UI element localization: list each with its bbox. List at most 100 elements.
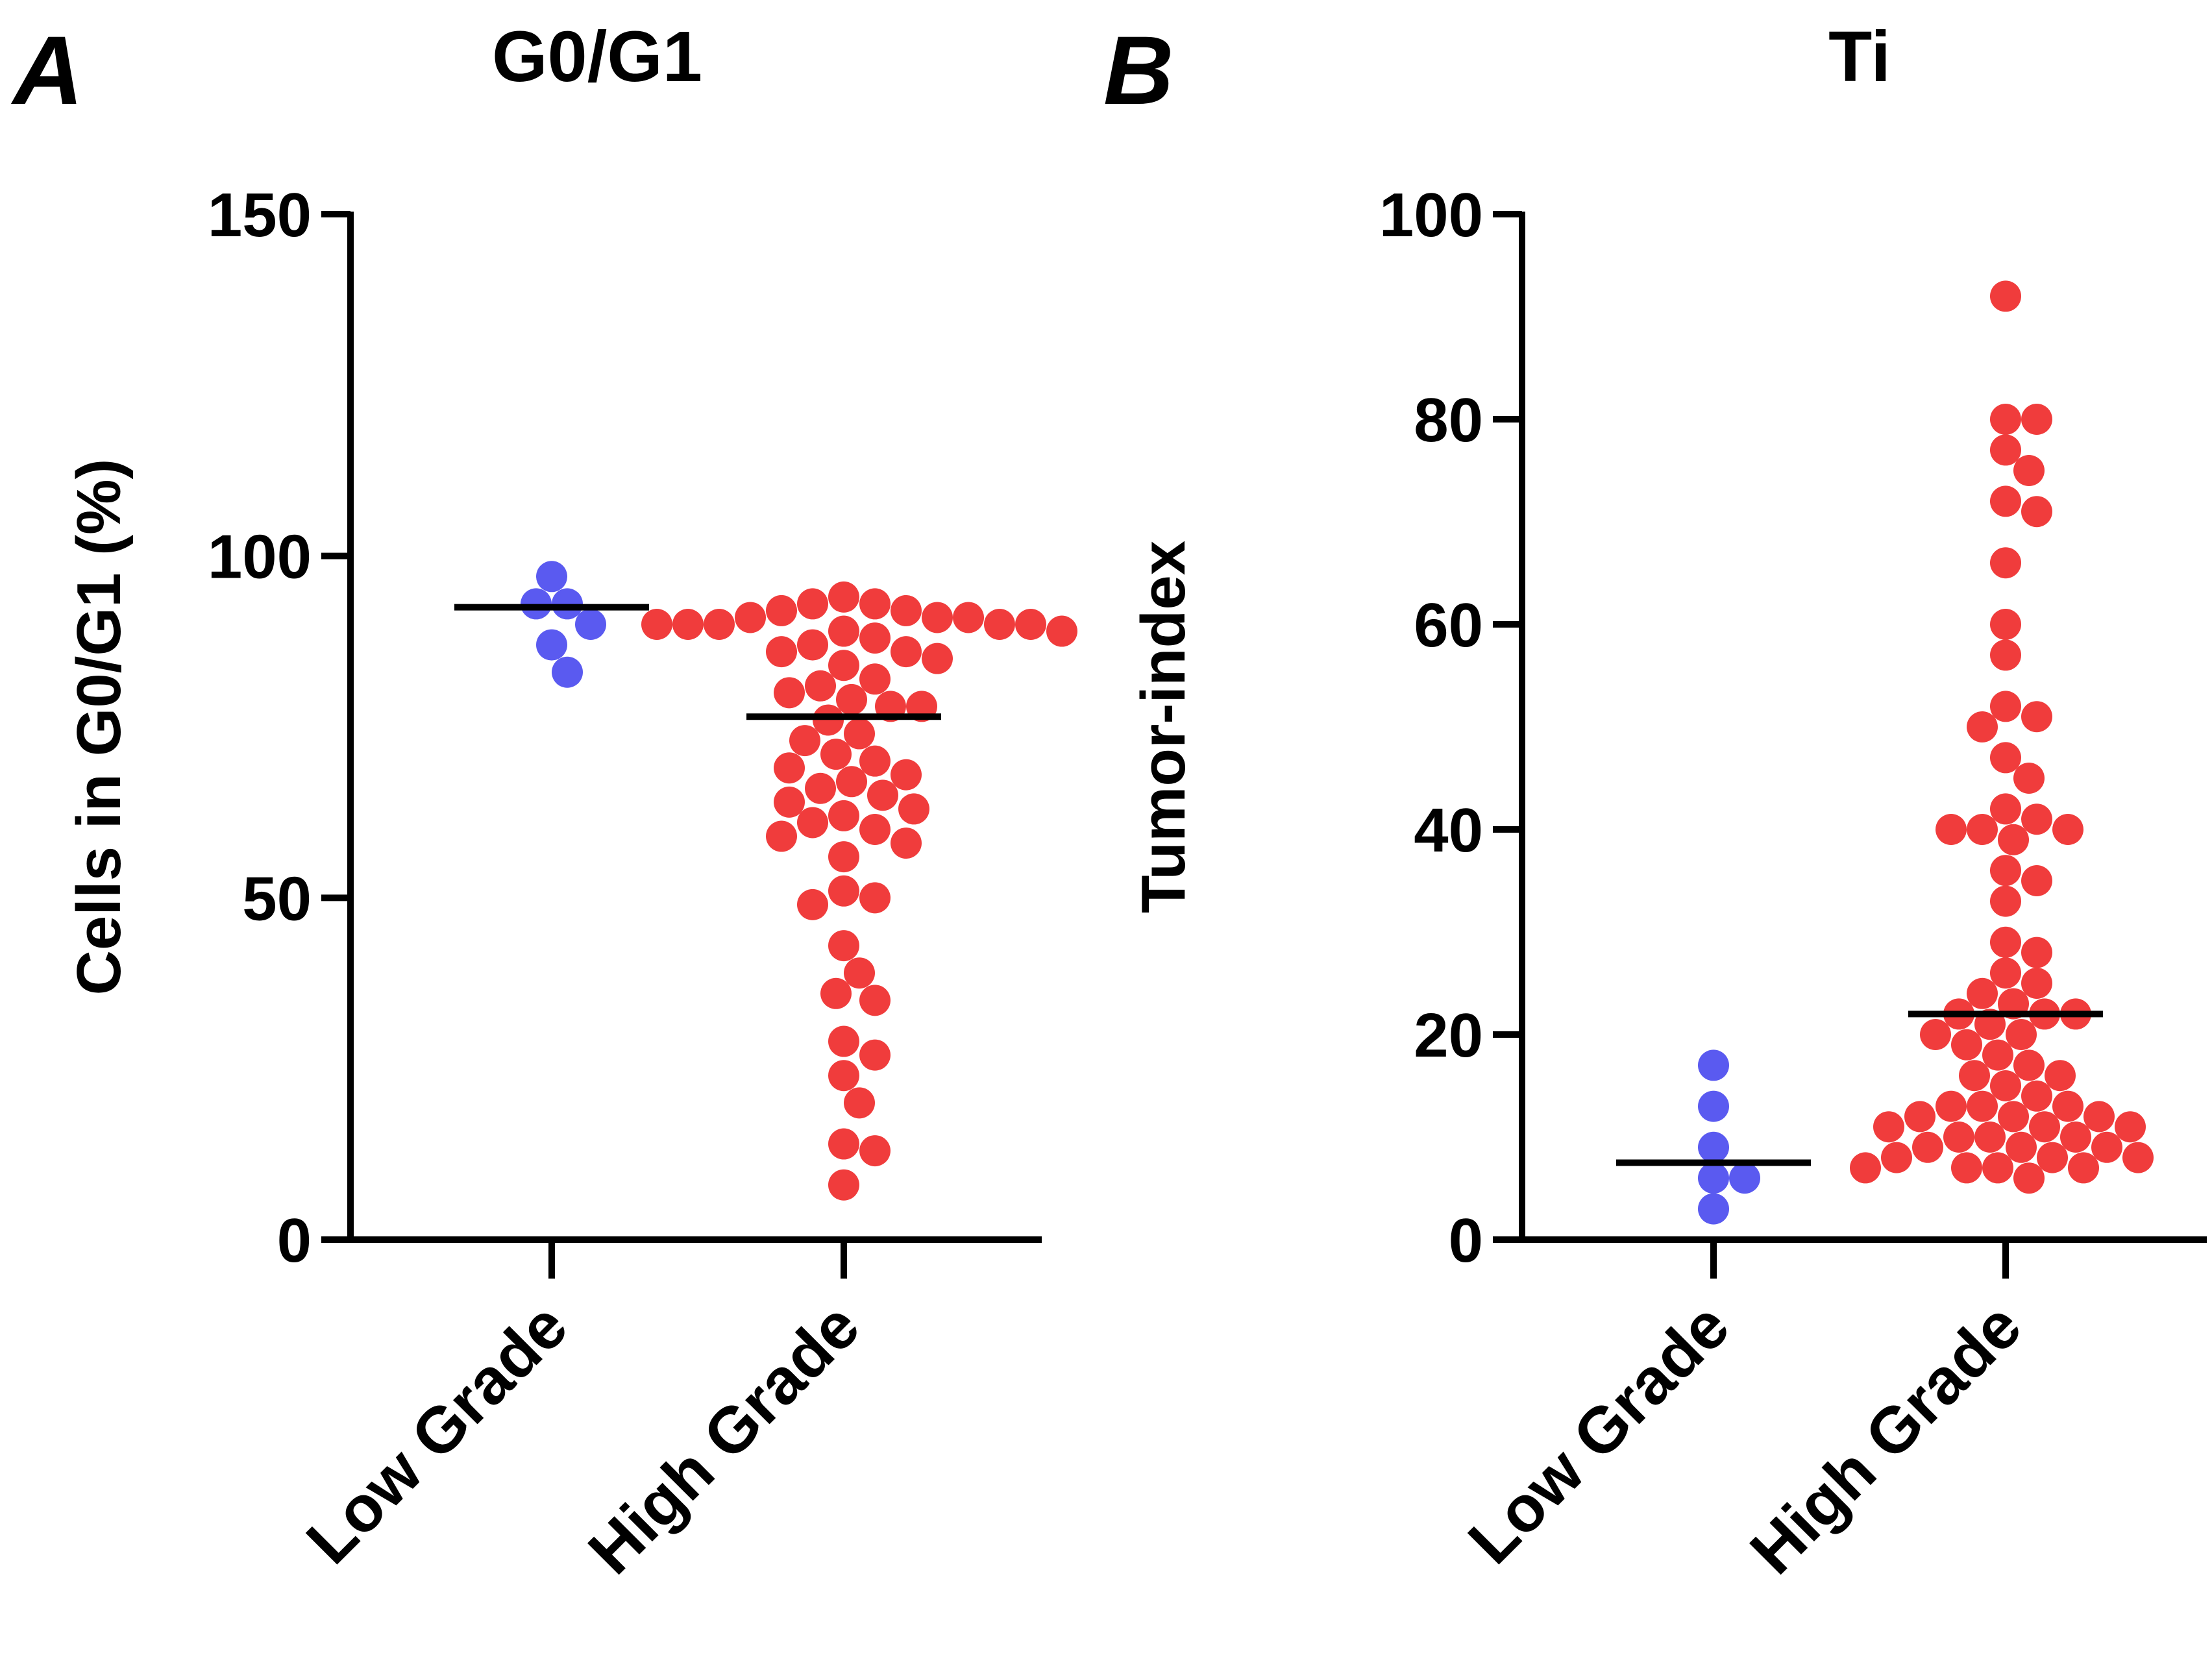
y-tick-label-b-1: 20 — [1414, 1001, 1483, 1070]
data-point-b-0-2 — [1698, 1131, 1729, 1163]
data-point-b-1-55 — [2006, 1131, 2037, 1163]
data-point-b-1-36 — [1951, 1029, 1982, 1060]
panel-b: B Ti Tumor-index 0 20 40 60 80 100 Low GradeH… — [1103, 16, 2207, 1588]
data-point-a-1-6 — [766, 595, 797, 626]
axes-b — [1519, 212, 2207, 1243]
data-point-b-0-4 — [1729, 1162, 1760, 1194]
data-point-a-1-8 — [704, 609, 735, 640]
data-point-b-1-44 — [1936, 1090, 1967, 1122]
data-point-b-1-60 — [2122, 1142, 2154, 1173]
data-point-b-1-17 — [1967, 814, 1998, 845]
data-point-b-0-0 — [1698, 1049, 1729, 1081]
data-point-b-1-52 — [1974, 1122, 2006, 1153]
category-label-b-1: High Grade — [1736, 1289, 2035, 1588]
data-point-b-1-15 — [1990, 793, 2021, 825]
y-tick-label-a-3: 150 — [208, 180, 312, 250]
data-point-b-1-43 — [1967, 1090, 1998, 1122]
panel-title-b: Ti — [1828, 17, 1891, 97]
data-point-b-1-21 — [1990, 855, 2021, 887]
data-point-b-1-19 — [2052, 814, 2083, 845]
data-point-a-1-42 — [766, 820, 797, 852]
data-point-a-1-41 — [859, 814, 891, 845]
data-point-a-1-1 — [859, 588, 891, 620]
data-point-b-1-0 — [1990, 280, 2021, 312]
data-point-a-1-47 — [797, 889, 828, 920]
data-point-b-1-18 — [1936, 814, 1967, 845]
category-label-b-0: Low Grade — [1455, 1289, 1743, 1578]
data-point-a-1-52 — [828, 1025, 859, 1057]
panel-letter-a: A — [10, 16, 83, 125]
data-point-a-1-12 — [828, 615, 859, 647]
data-point-b-1-37 — [1982, 1039, 2013, 1071]
medians-b — [1616, 1011, 2103, 1166]
y-tick-label-b-5: 100 — [1379, 180, 1483, 250]
y-tick-label-b-3: 60 — [1414, 591, 1483, 660]
data-point-b-1-65 — [2013, 1162, 2045, 1194]
data-point-b-0-1 — [1698, 1090, 1729, 1122]
data-point-a-1-11 — [1015, 609, 1046, 640]
data-point-a-1-45 — [828, 875, 859, 907]
data-point-b-1-5 — [1990, 485, 2021, 517]
data-point-a-1-30 — [820, 739, 852, 770]
data-point-a-1-40 — [797, 807, 828, 839]
data-point-b-1-2 — [2021, 404, 2052, 435]
data-point-b-1-16 — [2021, 803, 2052, 835]
data-point-a-1-57 — [859, 1135, 891, 1167]
data-point-b-1-50 — [1873, 1111, 1904, 1143]
data-point-a-1-21 — [859, 663, 891, 695]
data-point-a-1-2 — [828, 581, 859, 613]
data-point-a-0-4 — [575, 609, 606, 640]
data-point-b-1-46 — [1998, 1101, 2029, 1133]
data-point-b-1-64 — [1850, 1152, 1881, 1184]
category-label-a-0: Low Grade — [293, 1289, 582, 1578]
data-point-a-1-38 — [898, 793, 929, 825]
data-point-b-1-13 — [1990, 742, 2021, 774]
data-point-b-1-11 — [2021, 701, 2052, 733]
data-point-b-1-39 — [1959, 1060, 1990, 1092]
points-a — [521, 561, 1077, 1201]
data-point-a-1-17 — [891, 636, 922, 668]
data-point-b-0-5 — [1698, 1193, 1729, 1225]
y-axis-label-b: Tumor-index — [1129, 541, 1198, 913]
y-tick-label-a-1: 50 — [242, 864, 312, 933]
data-point-a-1-51 — [859, 985, 891, 1016]
data-point-a-1-32 — [774, 752, 805, 784]
data-point-b-1-28 — [1967, 977, 1998, 1009]
data-point-b-1-59 — [1881, 1142, 1912, 1173]
data-point-a-1-56 — [828, 1128, 859, 1160]
panel-a: A G0/G1 Cells in G0/G1 (%) 0 50 100 150 Low… — [10, 16, 1077, 1588]
y-tick-label-a-2: 100 — [208, 522, 312, 592]
data-point-a-1-0 — [891, 595, 922, 626]
data-point-a-1-22 — [805, 670, 836, 702]
data-point-a-1-31 — [859, 745, 891, 777]
y-tick-label-b-2: 40 — [1414, 796, 1483, 865]
medians-a — [454, 604, 941, 720]
data-point-a-1-43 — [891, 828, 922, 859]
data-point-b-1-40 — [2045, 1060, 2076, 1092]
data-point-a-1-46 — [859, 882, 891, 914]
data-point-a-1-10 — [672, 609, 704, 640]
data-point-b-1-1 — [1990, 404, 2021, 435]
data-point-a-0-0 — [552, 588, 583, 620]
data-point-a-1-48 — [828, 930, 859, 962]
data-point-b-1-4 — [2013, 455, 2045, 486]
data-point-a-1-55 — [844, 1087, 875, 1119]
data-point-b-1-57 — [2091, 1131, 2122, 1163]
y-tick-label-b-4: 80 — [1414, 386, 1483, 455]
data-point-a-1-27 — [813, 704, 844, 736]
y-tick-label-b-0: 0 — [1449, 1206, 1483, 1275]
data-point-a-1-20 — [828, 650, 859, 681]
y-tick-label-a-0: 0 — [277, 1206, 312, 1275]
data-point-b-1-10 — [1990, 691, 2021, 722]
data-point-a-1-44 — [828, 841, 859, 873]
data-point-a-1-15 — [859, 622, 891, 654]
data-point-a-1-58 — [828, 1169, 859, 1201]
data-point-b-1-12 — [1967, 711, 1998, 742]
y-axis-label-a: Cells in G0/G1 (%) — [64, 459, 134, 996]
data-point-a-1-36 — [867, 779, 898, 811]
data-point-a-1-3 — [797, 588, 828, 620]
points-b — [1698, 280, 2154, 1225]
data-point-b-1-51 — [2115, 1111, 2146, 1143]
